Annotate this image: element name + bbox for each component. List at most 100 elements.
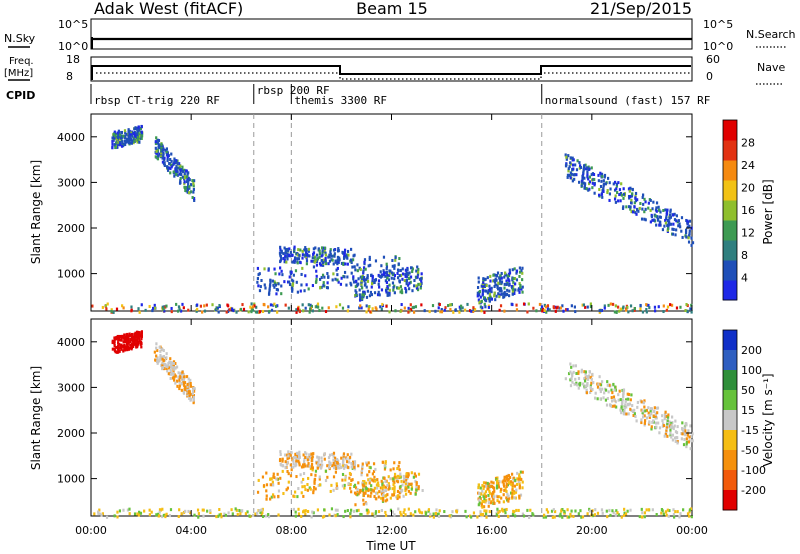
heatmap-cell xyxy=(189,397,193,401)
heatmap-cell xyxy=(676,425,679,429)
heatmap-cell xyxy=(97,512,100,516)
heatmap-cell xyxy=(312,247,315,251)
heatmap-cell xyxy=(411,289,414,293)
heatmap-cell xyxy=(361,488,365,492)
heatmap-cell xyxy=(130,133,133,137)
heatmap-cell xyxy=(321,515,325,519)
heatmap-cell xyxy=(504,511,507,515)
heatmap-cell xyxy=(345,457,348,461)
heatmap-cell xyxy=(230,307,234,311)
heatmap-cell xyxy=(270,477,273,481)
heatmap-cell xyxy=(186,382,189,386)
heatmap-cell xyxy=(185,175,188,179)
heatmap-cell xyxy=(122,349,125,353)
heatmap-cell xyxy=(350,283,353,287)
heatmap-cell xyxy=(183,375,186,379)
heatmap-cell xyxy=(227,304,230,308)
heatmap-cell xyxy=(320,259,323,263)
heatmap-cell xyxy=(502,493,505,497)
heatmap-cell xyxy=(332,248,336,252)
heatmap-cell xyxy=(478,501,481,505)
heatmap-cell xyxy=(689,307,692,311)
heatmap-cell xyxy=(299,289,302,293)
heatmap-cell xyxy=(292,507,295,511)
heatmap-cell xyxy=(586,512,589,516)
heatmap-cell xyxy=(129,340,132,344)
heatmap-cell xyxy=(399,472,402,476)
heatmap-cell xyxy=(645,416,649,420)
heatmap-cell xyxy=(265,494,268,498)
heatmap-cell xyxy=(189,183,193,187)
heatmap-cell xyxy=(113,347,116,351)
heatmap-cell xyxy=(597,383,600,387)
heatmap-cell xyxy=(408,271,411,275)
heatmap-cell xyxy=(498,509,501,513)
heatmap-cell xyxy=(131,134,134,138)
heatmap-cell xyxy=(357,508,360,512)
heatmap-cell xyxy=(153,303,156,307)
heatmap-cell xyxy=(369,290,372,294)
heatmap-cell xyxy=(477,483,480,487)
heatmap-cell xyxy=(187,191,191,195)
heatmap-cell xyxy=(546,304,550,308)
heatmap-cell xyxy=(625,308,628,312)
heatmap-cell xyxy=(666,305,670,309)
heatmap-cell xyxy=(488,485,491,489)
heatmap-cell xyxy=(278,251,282,255)
heatmap-cell xyxy=(466,302,469,306)
colorbar-segment xyxy=(723,260,737,281)
heatmap-cell xyxy=(315,274,318,278)
heatmap-cell xyxy=(303,462,306,466)
heatmap-cell xyxy=(498,480,501,484)
heatmap-cell xyxy=(306,488,309,492)
heatmap-cell xyxy=(134,134,137,138)
heatmap-cell xyxy=(481,505,484,509)
heatmap-cell xyxy=(274,304,278,308)
heatmap-cell xyxy=(482,486,485,490)
heatmap-cell xyxy=(483,492,486,496)
heatmap-cell xyxy=(406,268,409,272)
heatmap-cell xyxy=(388,310,391,314)
heatmap-cell xyxy=(182,372,185,376)
heatmap-cell xyxy=(159,356,162,360)
heatmap-cell xyxy=(345,255,348,259)
heatmap-cell xyxy=(183,185,186,189)
heatmap-cell xyxy=(615,187,618,191)
heatmap-cell xyxy=(581,177,584,181)
heatmap-cell xyxy=(303,484,306,488)
heatmap-cell xyxy=(173,174,176,178)
heatmap-cell xyxy=(393,266,396,270)
heatmap-cell xyxy=(543,513,546,517)
heatmap-cell xyxy=(303,457,306,461)
heatmap-cell xyxy=(678,515,681,519)
heatmap-cell xyxy=(133,512,137,516)
heatmap-cell xyxy=(336,273,339,277)
heatmap-cell xyxy=(665,217,668,221)
heatmap-cell xyxy=(540,305,544,309)
heatmap-cell xyxy=(158,345,161,349)
heatmap-cell xyxy=(323,246,327,250)
heatmap-cell xyxy=(139,127,142,131)
heatmap-cell xyxy=(374,259,378,263)
heatmap-cell xyxy=(573,305,576,309)
heatmap-cell xyxy=(491,484,494,488)
heatmap-cell xyxy=(332,454,335,458)
heatmap-cell xyxy=(337,280,340,284)
heatmap-cell xyxy=(307,249,310,253)
heatmap-cell xyxy=(589,376,592,380)
heatmap-cell xyxy=(521,285,524,289)
heatmap-cell xyxy=(385,290,388,294)
heatmap-cell xyxy=(324,310,328,314)
heatmap-cell xyxy=(498,289,501,293)
heatmap-cell xyxy=(645,303,648,307)
heatmap-cell xyxy=(118,349,121,353)
heatmap-cell xyxy=(522,514,526,518)
heatmap-cell xyxy=(354,268,357,272)
heatmap-cell xyxy=(133,340,136,344)
heatmap-cell xyxy=(280,257,283,261)
heatmap-cell xyxy=(674,439,677,443)
heatmap-cell xyxy=(305,283,308,287)
heatmap-cell xyxy=(387,278,391,282)
heatmap-cell xyxy=(569,378,572,382)
